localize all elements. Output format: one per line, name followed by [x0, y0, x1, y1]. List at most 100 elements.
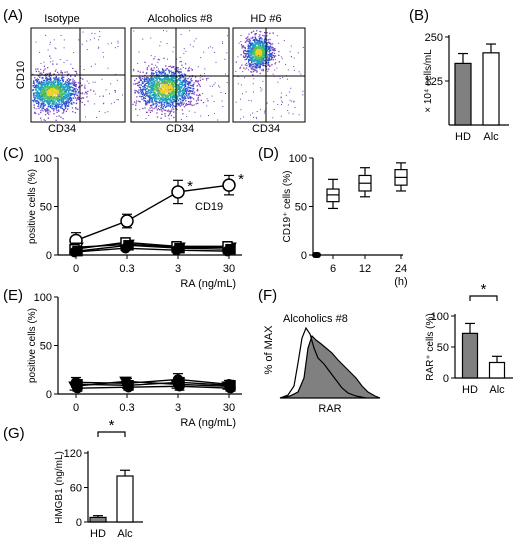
flow-event-dot: [71, 94, 73, 96]
flow-event-dot: [271, 43, 274, 45]
flow-event-dot: [235, 101, 237, 103]
flow-event-dot: [55, 94, 57, 96]
flow-event-dot: [269, 32, 271, 34]
flow-event-dot: [181, 80, 183, 83]
flow-event-dot: [156, 86, 158, 88]
flow-event-dot: [37, 80, 39, 82]
flow-event-dot: [163, 83, 165, 85]
flow-event-dot: [153, 80, 156, 82]
flow-plot-3: [232, 27, 306, 123]
flow-event-dot: [56, 85, 59, 87]
panel-f-rar-histogram: Alcoholics #8 RAR % of MAX: [263, 313, 381, 415]
flow-event-dot: [262, 43, 264, 46]
data-point: [69, 246, 80, 258]
flow-event-dot: [32, 99, 35, 102]
flow-event-dot: [150, 73, 153, 75]
flow-event-dot: [163, 89, 166, 91]
flow-event-dot: [245, 37, 247, 40]
significance-star: *: [238, 171, 244, 188]
flow-event-dot: [147, 82, 149, 84]
flow-event-dot: [266, 102, 268, 104]
flow-event-dot: [81, 92, 84, 94]
flow-event-dot: [37, 105, 39, 108]
flow-event-dot: [179, 105, 181, 107]
flow-event-dot: [74, 70, 76, 72]
flow-event-dot: [77, 96, 79, 98]
flow-event-dot: [66, 93, 69, 95]
flow-event-dot: [240, 109, 242, 111]
flow-event-dot: [173, 90, 175, 92]
flow-event-dot: [65, 100, 67, 102]
flow-event-dot: [177, 102, 179, 104]
flow-event-dot: [200, 115, 202, 117]
flow-event-dot: [174, 82, 176, 84]
histogram-xlabel: RAR: [318, 403, 341, 415]
flow-event-dot: [154, 100, 156, 102]
flow-event-dot: [150, 101, 153, 103]
flow-event-dot: [48, 94, 50, 97]
flow-event-dot: [196, 88, 199, 91]
flow-event-dot: [151, 79, 153, 81]
flow-event-dot: [167, 115, 170, 117]
flow-event-dot: [157, 93, 159, 95]
flow-event-dot: [156, 87, 158, 89]
flow-event-dot: [183, 79, 185, 81]
flow-event-dot: [52, 84, 54, 86]
flow-event-dot: [247, 55, 250, 57]
flow-event-dot: [254, 49, 257, 51]
flow-event-dot: [188, 81, 190, 84]
flow-event-dot: [43, 69, 45, 72]
flow-event-dot: [102, 95, 104, 97]
flow-event-dot: [58, 87, 60, 89]
flow-event-dot: [165, 88, 168, 90]
flow-event-dot: [49, 77, 52, 79]
flow-event-dot: [146, 72, 148, 74]
flow-event-dot: [47, 82, 49, 84]
flow-event-dot: [164, 74, 166, 76]
flow-event-dot: [248, 41, 251, 43]
flow-event-dot: [53, 90, 56, 92]
flow-event-dot: [235, 71, 237, 72]
flow-event-dot: [164, 81, 165, 83]
flow-event-dot: [157, 74, 159, 76]
flow-event-dot: [272, 117, 274, 119]
flow-event-dot: [34, 77, 36, 79]
flow-event-dot: [44, 93, 46, 95]
flow-ylabel: CD10: [15, 61, 27, 89]
flow-event-dot: [80, 77, 82, 79]
flow-event-dot: [300, 73, 302, 75]
flow-event-dot: [55, 119, 57, 121]
flow-event-dot: [248, 54, 250, 56]
flow-event-dot: [266, 54, 268, 56]
flow-event-dot: [269, 38, 271, 41]
flow-event-dot: [167, 92, 169, 94]
flow-event-dot: [174, 72, 176, 74]
flow-event-dot: [148, 78, 150, 80]
flow-event-dot: [170, 70, 172, 72]
flow-event-dot: [255, 43, 258, 45]
flow-event-dot: [169, 80, 171, 82]
flow-event-dot: [62, 94, 65, 96]
flow-event-dot: [176, 94, 178, 96]
flow-event-dot: [44, 86, 46, 88]
flow-event-dot: [184, 88, 187, 90]
flow-event-dot: [248, 64, 251, 66]
flow-event-dot: [273, 52, 276, 54]
flow-event-dot: [33, 80, 35, 82]
flow-event-dot: [156, 116, 159, 118]
flow-event-dot: [251, 54, 253, 56]
flow-event-dot: [188, 84, 190, 86]
flow-event-dot: [58, 73, 60, 75]
panel-label-e: (E): [3, 287, 23, 304]
flow-event-dot: [151, 90, 153, 92]
flow-event-dot: [156, 92, 159, 95]
flow-event-dot: [38, 103, 40, 105]
flow-event-dot: [46, 84, 48, 86]
flow-event-dot: [78, 86, 80, 88]
flow-event-dot: [254, 66, 256, 68]
flow-event-dot: [144, 104, 147, 106]
flow-event-dot: [48, 82, 50, 84]
flow-event-dot: [115, 91, 116, 93]
flow-event-dot: [174, 88, 176, 91]
flow-event-dot: [150, 85, 152, 87]
